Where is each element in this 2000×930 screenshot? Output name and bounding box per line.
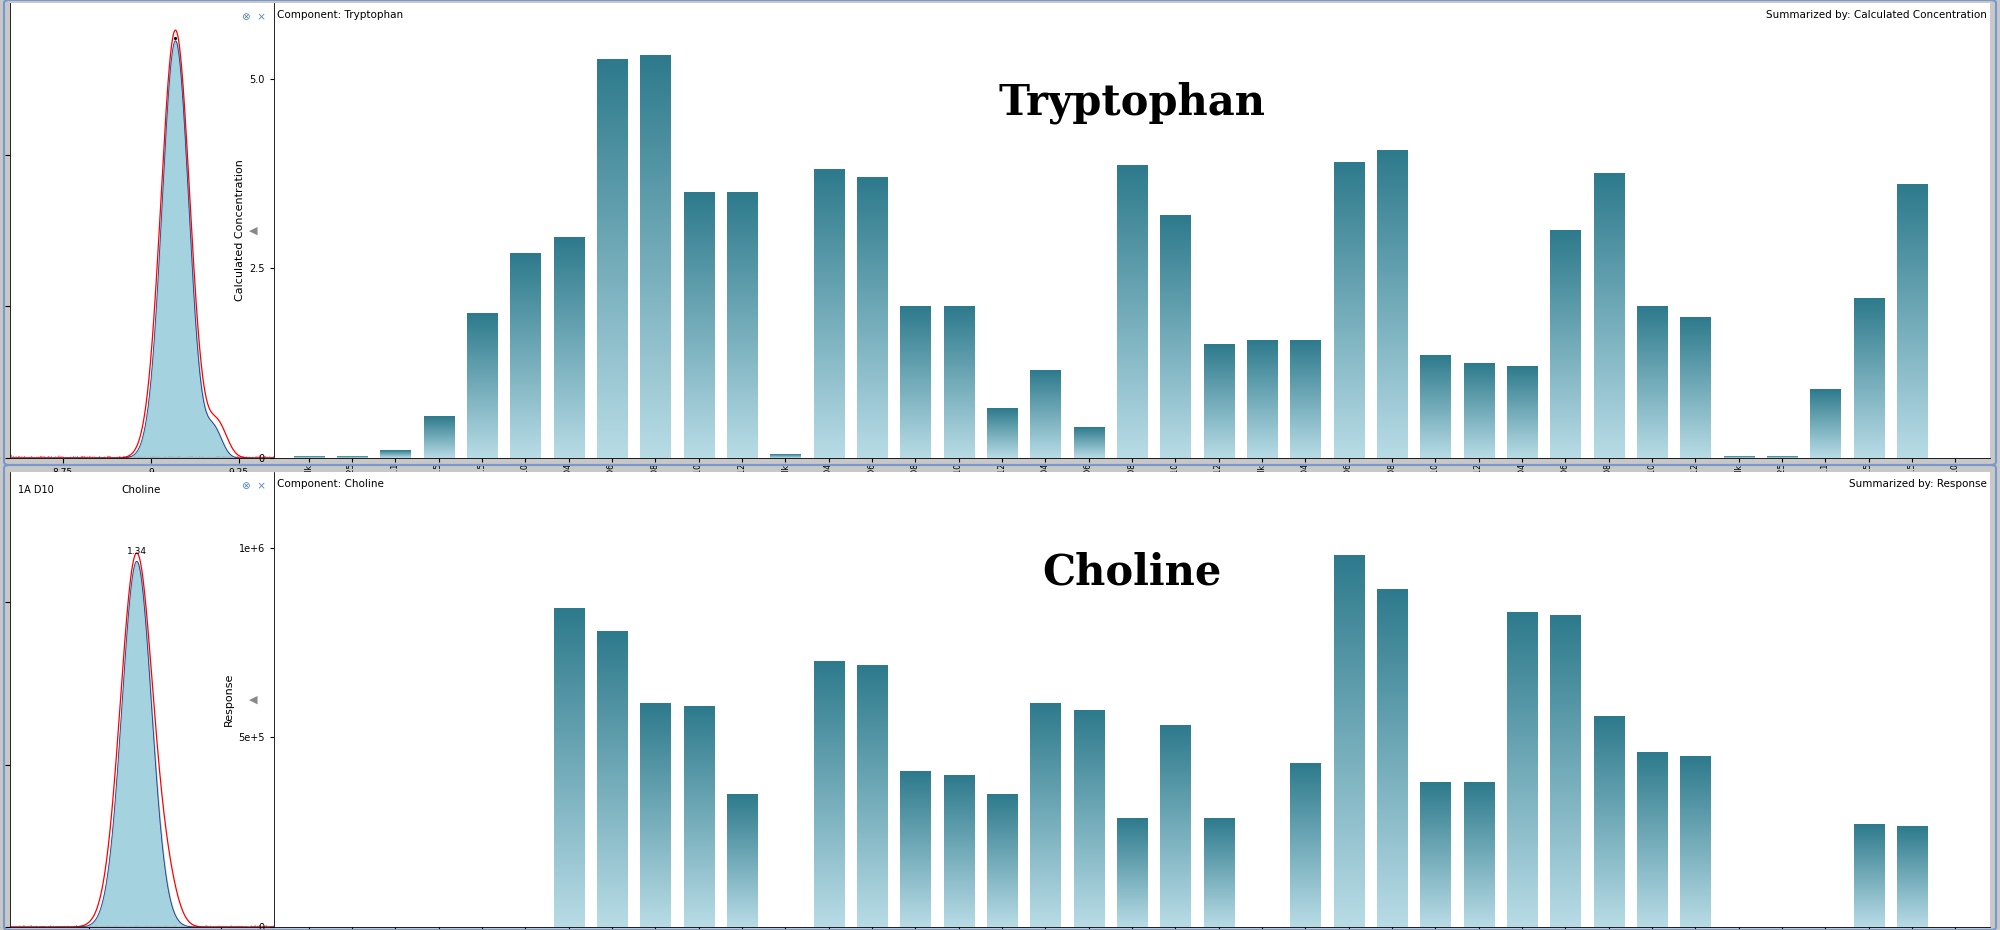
Text: Component: Tryptophan: Component: Tryptophan [278,9,404,20]
Y-axis label: Response: Response [224,672,234,726]
Text: ⊗  ×: ⊗ × [242,12,266,22]
Text: Component: Choline: Component: Choline [278,479,384,488]
Text: Summarized by: Calculated Concentration: Summarized by: Calculated Concentration [1766,9,1986,20]
Text: ◀: ◀ [250,225,258,235]
Text: ◀: ◀ [250,695,258,705]
Text: Tryptophan: Tryptophan [998,82,1266,125]
Text: Choline: Choline [120,485,160,496]
Text: 1A D10: 1A D10 [18,485,54,496]
X-axis label: Retention time [min]: Retention time [min] [88,478,196,488]
Text: ⊗  ×: ⊗ × [242,481,266,491]
Y-axis label: Calculated Concentration: Calculated Concentration [236,160,246,301]
Text: Choline: Choline [1042,551,1222,593]
X-axis label: Sample Injection: Sample Injection [1086,504,1178,514]
Text: Summarized by: Response: Summarized by: Response [1848,479,1986,488]
Text: 1.34: 1.34 [126,548,146,556]
